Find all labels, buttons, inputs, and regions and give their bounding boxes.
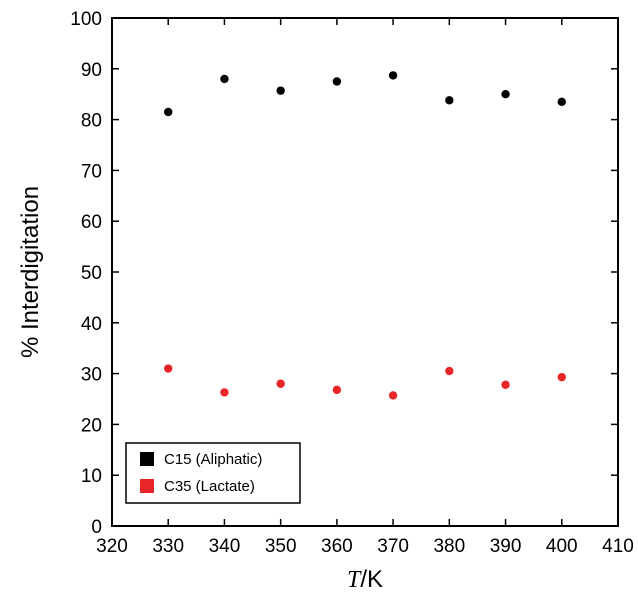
c35-point bbox=[164, 364, 173, 373]
x-tick-label: 350 bbox=[265, 536, 297, 557]
c15-point bbox=[276, 86, 285, 95]
x-tick-label: 380 bbox=[433, 536, 465, 557]
legend-swatch-c35 bbox=[140, 479, 154, 493]
c15-point bbox=[557, 97, 566, 107]
x-tick-label: 330 bbox=[152, 536, 184, 557]
c35-point bbox=[501, 380, 510, 389]
c15-point bbox=[220, 74, 229, 84]
y-tick-label: 100 bbox=[70, 9, 102, 30]
y-tick-label: 50 bbox=[81, 263, 102, 284]
c15-point bbox=[388, 71, 398, 80]
legend-swatch-c15 bbox=[140, 452, 154, 466]
c35-point bbox=[388, 391, 398, 400]
y-tick-label: 70 bbox=[81, 161, 102, 182]
y-tick-label: 60 bbox=[81, 212, 102, 233]
y-tick-label: 30 bbox=[81, 365, 102, 386]
x-tick-label: 410 bbox=[602, 536, 634, 557]
plot-frame bbox=[111, 17, 619, 527]
c35-point bbox=[220, 388, 229, 397]
axis-ticks: 320 330 340 350 360 370 380 390 400 410 0 10 20 30 40 5… bbox=[70, 9, 634, 557]
y-tick-label: 40 bbox=[81, 314, 102, 335]
y-tick-label: 0 bbox=[91, 517, 102, 538]
legend: C15 (Aliphatic) C35 (Lactate) bbox=[125, 442, 301, 504]
x-tick-label: 320 bbox=[96, 536, 128, 557]
y-tick-label: 10 bbox=[81, 466, 102, 487]
legend-label-c15: C15 (Aliphatic) bbox=[164, 451, 262, 468]
x-axis-title: T/K bbox=[347, 566, 383, 593]
c35-point bbox=[557, 372, 566, 382]
x-tick-label: 390 bbox=[490, 536, 522, 557]
c15-point bbox=[332, 77, 342, 86]
x-tick-label: 370 bbox=[377, 536, 409, 557]
x-tick-label: 340 bbox=[209, 536, 241, 557]
y-tick-label: 20 bbox=[81, 415, 102, 436]
y-tick-label: 90 bbox=[81, 60, 102, 81]
x-tick-label: 360 bbox=[321, 536, 353, 557]
c35-point bbox=[332, 385, 342, 395]
y-axis-title: % Interdigitation bbox=[17, 186, 44, 358]
legend-box bbox=[125, 442, 301, 504]
data-points bbox=[164, 71, 566, 400]
x-axis-title-unit: /K bbox=[360, 566, 383, 593]
legend-label-c35: C35 (Lactate) bbox=[164, 478, 255, 495]
c15-point bbox=[501, 90, 510, 99]
x-tick-label: 400 bbox=[546, 536, 578, 557]
c15-point bbox=[164, 107, 173, 117]
x-axis-title-italic: T bbox=[347, 567, 362, 593]
c35-point bbox=[445, 366, 454, 376]
y-tick-label: 80 bbox=[81, 111, 102, 132]
c15-point bbox=[445, 96, 454, 105]
c35-point bbox=[276, 379, 285, 388]
